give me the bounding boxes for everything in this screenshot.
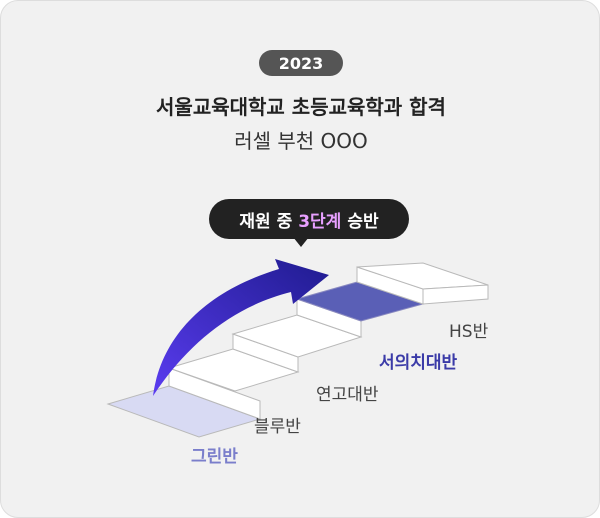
curved-up-arrow-icon <box>153 259 329 396</box>
level-label-green: 그린반 <box>191 447 238 467</box>
level-label-blue: 블루반 <box>254 417 301 437</box>
callout-tail <box>293 237 309 247</box>
level-label-seoui: 서의치대반 <box>379 353 458 373</box>
page-title: 서울교육대학교 초등교육학과 합격 <box>156 95 446 119</box>
promotion-callout: 재원 중 3단계 승반 <box>209 199 409 239</box>
step-blue-riser <box>168 367 261 420</box>
callout-prefix: 재원 중 <box>239 211 293 232</box>
step-hs-side <box>422 284 489 305</box>
student-name: 러셀 부천 OOO <box>234 129 368 153</box>
level-label-yonko: 연고대반 <box>316 385 379 405</box>
callout-highlight: 3단계 <box>298 211 342 232</box>
year-badge: 2023 <box>259 50 343 76</box>
callout-suffix: 승반 <box>347 211 379 232</box>
level-label-hs: HS반 <box>449 322 489 342</box>
